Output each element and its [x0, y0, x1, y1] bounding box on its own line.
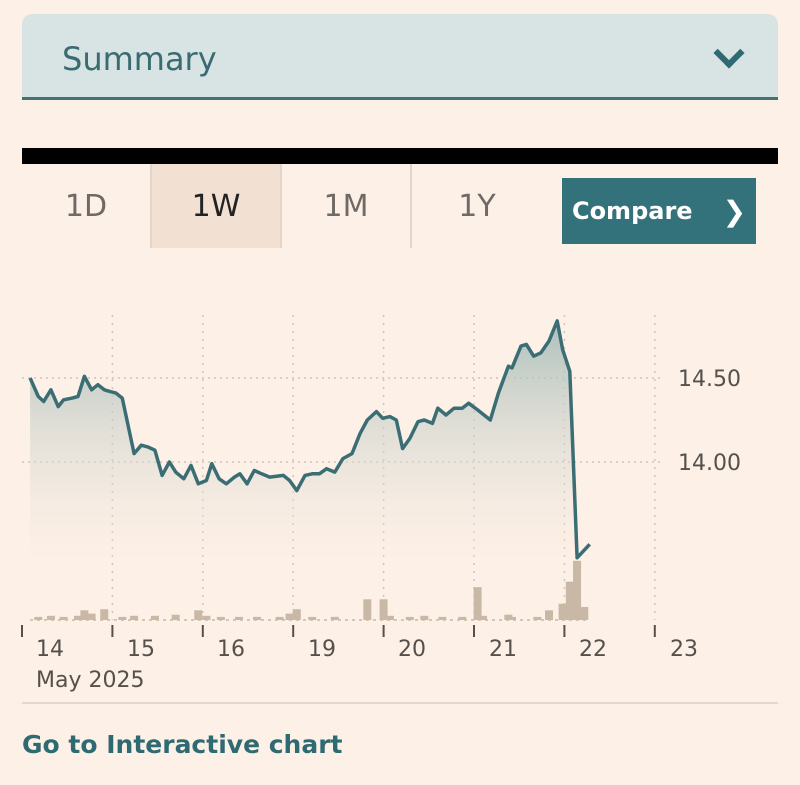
range-tabs: 1D 1W 1M 1Y — [22, 164, 542, 248]
tab-1w[interactable]: 1W — [152, 164, 282, 248]
price-chart[interactable]: 14.50 14.00 14 15 16 19 20 21 22 23 — [0, 300, 800, 700]
x-axis-label: May 2025 — [36, 668, 145, 693]
x-tick-label: 16 — [217, 637, 245, 662]
volume-bar — [379, 599, 388, 620]
price-line — [28, 319, 591, 560]
x-tick-label: 14 — [36, 637, 64, 662]
volume-bar — [80, 610, 89, 620]
volume-bar — [330, 616, 339, 620]
volume-bar — [150, 615, 159, 620]
interactive-chart-link[interactable]: Go to Interactive chart — [22, 730, 343, 759]
volume-bar — [59, 616, 68, 620]
tab-1d[interactable]: 1D — [22, 164, 152, 248]
volume-bar — [545, 610, 554, 620]
chevron-right-icon: ❯ — [722, 194, 747, 228]
volume-bar — [292, 609, 301, 620]
volume-bar — [118, 616, 127, 620]
chevron-down-icon[interactable] — [713, 37, 745, 69]
volume-bar — [194, 610, 203, 620]
volume-bar — [405, 616, 414, 620]
volume-bar — [285, 613, 294, 620]
y-tick-label: 14.50 — [678, 367, 741, 392]
y-tick-label: 14.00 — [678, 451, 741, 476]
volume-bar — [234, 616, 243, 620]
volume-bar — [308, 616, 317, 620]
volume-bar — [573, 560, 582, 620]
volume-bar — [507, 616, 516, 620]
volume-bar — [202, 615, 211, 620]
volume-bar — [253, 616, 262, 620]
volume-bar — [580, 607, 589, 620]
x-tick-label: 15 — [127, 637, 155, 662]
volume-bar — [420, 615, 429, 620]
x-tick-label: 20 — [398, 637, 426, 662]
volume-bar — [363, 599, 372, 620]
compare-button[interactable]: Compare ❯ — [562, 178, 756, 244]
volume-bar — [216, 616, 225, 620]
x-tick-label: 22 — [579, 637, 607, 662]
volume-bar — [275, 616, 284, 620]
volume-bar — [46, 615, 55, 620]
volume-bar — [458, 616, 467, 620]
volume-bar — [479, 615, 488, 620]
x-tick-label: 23 — [670, 637, 698, 662]
summary-dropdown[interactable]: Summary — [22, 14, 778, 100]
volume-bar — [385, 615, 394, 620]
volume-bar — [558, 603, 567, 620]
tab-1m[interactable]: 1M — [282, 164, 412, 248]
volume-bar — [74, 615, 83, 620]
compare-label: Compare — [571, 197, 693, 225]
volume-bar — [473, 587, 482, 620]
volume-bar — [438, 616, 447, 620]
price-area — [30, 320, 590, 562]
volume-bar — [533, 616, 542, 620]
divider — [22, 702, 778, 704]
volume-bar — [100, 609, 109, 620]
x-tick-label: 21 — [489, 637, 517, 662]
section-divider-bar — [22, 148, 778, 164]
volume-bar — [171, 614, 180, 620]
x-tick-label: 19 — [308, 637, 336, 662]
tab-1y[interactable]: 1Y — [458, 188, 496, 224]
volume-bar — [565, 581, 574, 620]
summary-label: Summary — [62, 40, 217, 78]
volume-bar — [87, 613, 96, 620]
volume-bar — [130, 615, 139, 620]
volume-bar — [34, 616, 43, 620]
